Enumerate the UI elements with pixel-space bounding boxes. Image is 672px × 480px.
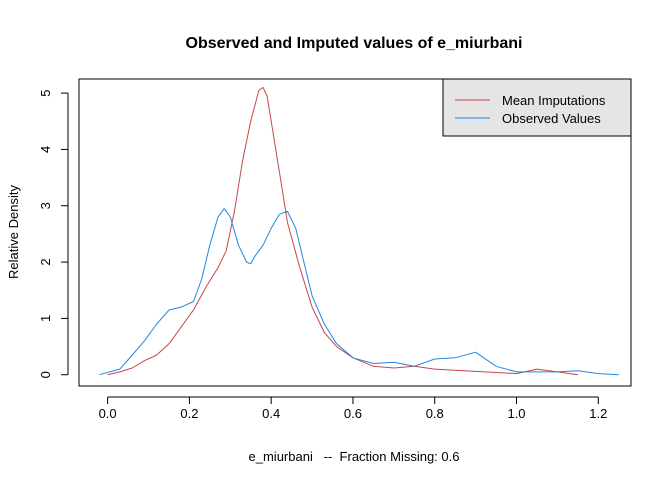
y-tick-label: 1 [38, 315, 53, 322]
legend-label: Mean Imputations [502, 93, 606, 108]
x-tick-label: 0.0 [99, 406, 117, 421]
legend: Mean Imputations Observed Values [442, 78, 632, 137]
chart-title: Observed and Imputed values of e_miurban… [186, 35, 523, 52]
series-line-mean-imputations [107, 86, 578, 376]
x-tick-label: 1.0 [507, 406, 525, 421]
x-tick-label: 0.2 [180, 406, 198, 421]
x-tick-label: 0.8 [426, 406, 444, 421]
y-axis-label: Relative Density [6, 185, 21, 279]
x-tick-label: 0.6 [344, 406, 362, 421]
x-tick-label: 0.4 [262, 406, 280, 421]
legend-box [442, 78, 632, 137]
x-axis: 0.0 0.2 0.4 0.6 0.8 1.0 1.2 [99, 396, 607, 421]
legend-label: Observed Values [502, 111, 601, 126]
x-axis-label: e_miurbani -- Fraction Missing: 0.6 [249, 449, 460, 464]
y-tick-label: 4 [38, 146, 53, 153]
y-tick-label: 2 [38, 258, 53, 265]
x-tick-label: 1.2 [589, 406, 607, 421]
y-tick-label: 5 [38, 89, 53, 96]
y-tick-label: 3 [38, 202, 53, 209]
y-axis: 0 1 2 3 4 5 [38, 89, 69, 378]
series-line-observed-values [99, 208, 619, 376]
plot-area [78, 78, 632, 387]
y-tick-label: 0 [38, 371, 53, 378]
series-lines [99, 86, 619, 376]
